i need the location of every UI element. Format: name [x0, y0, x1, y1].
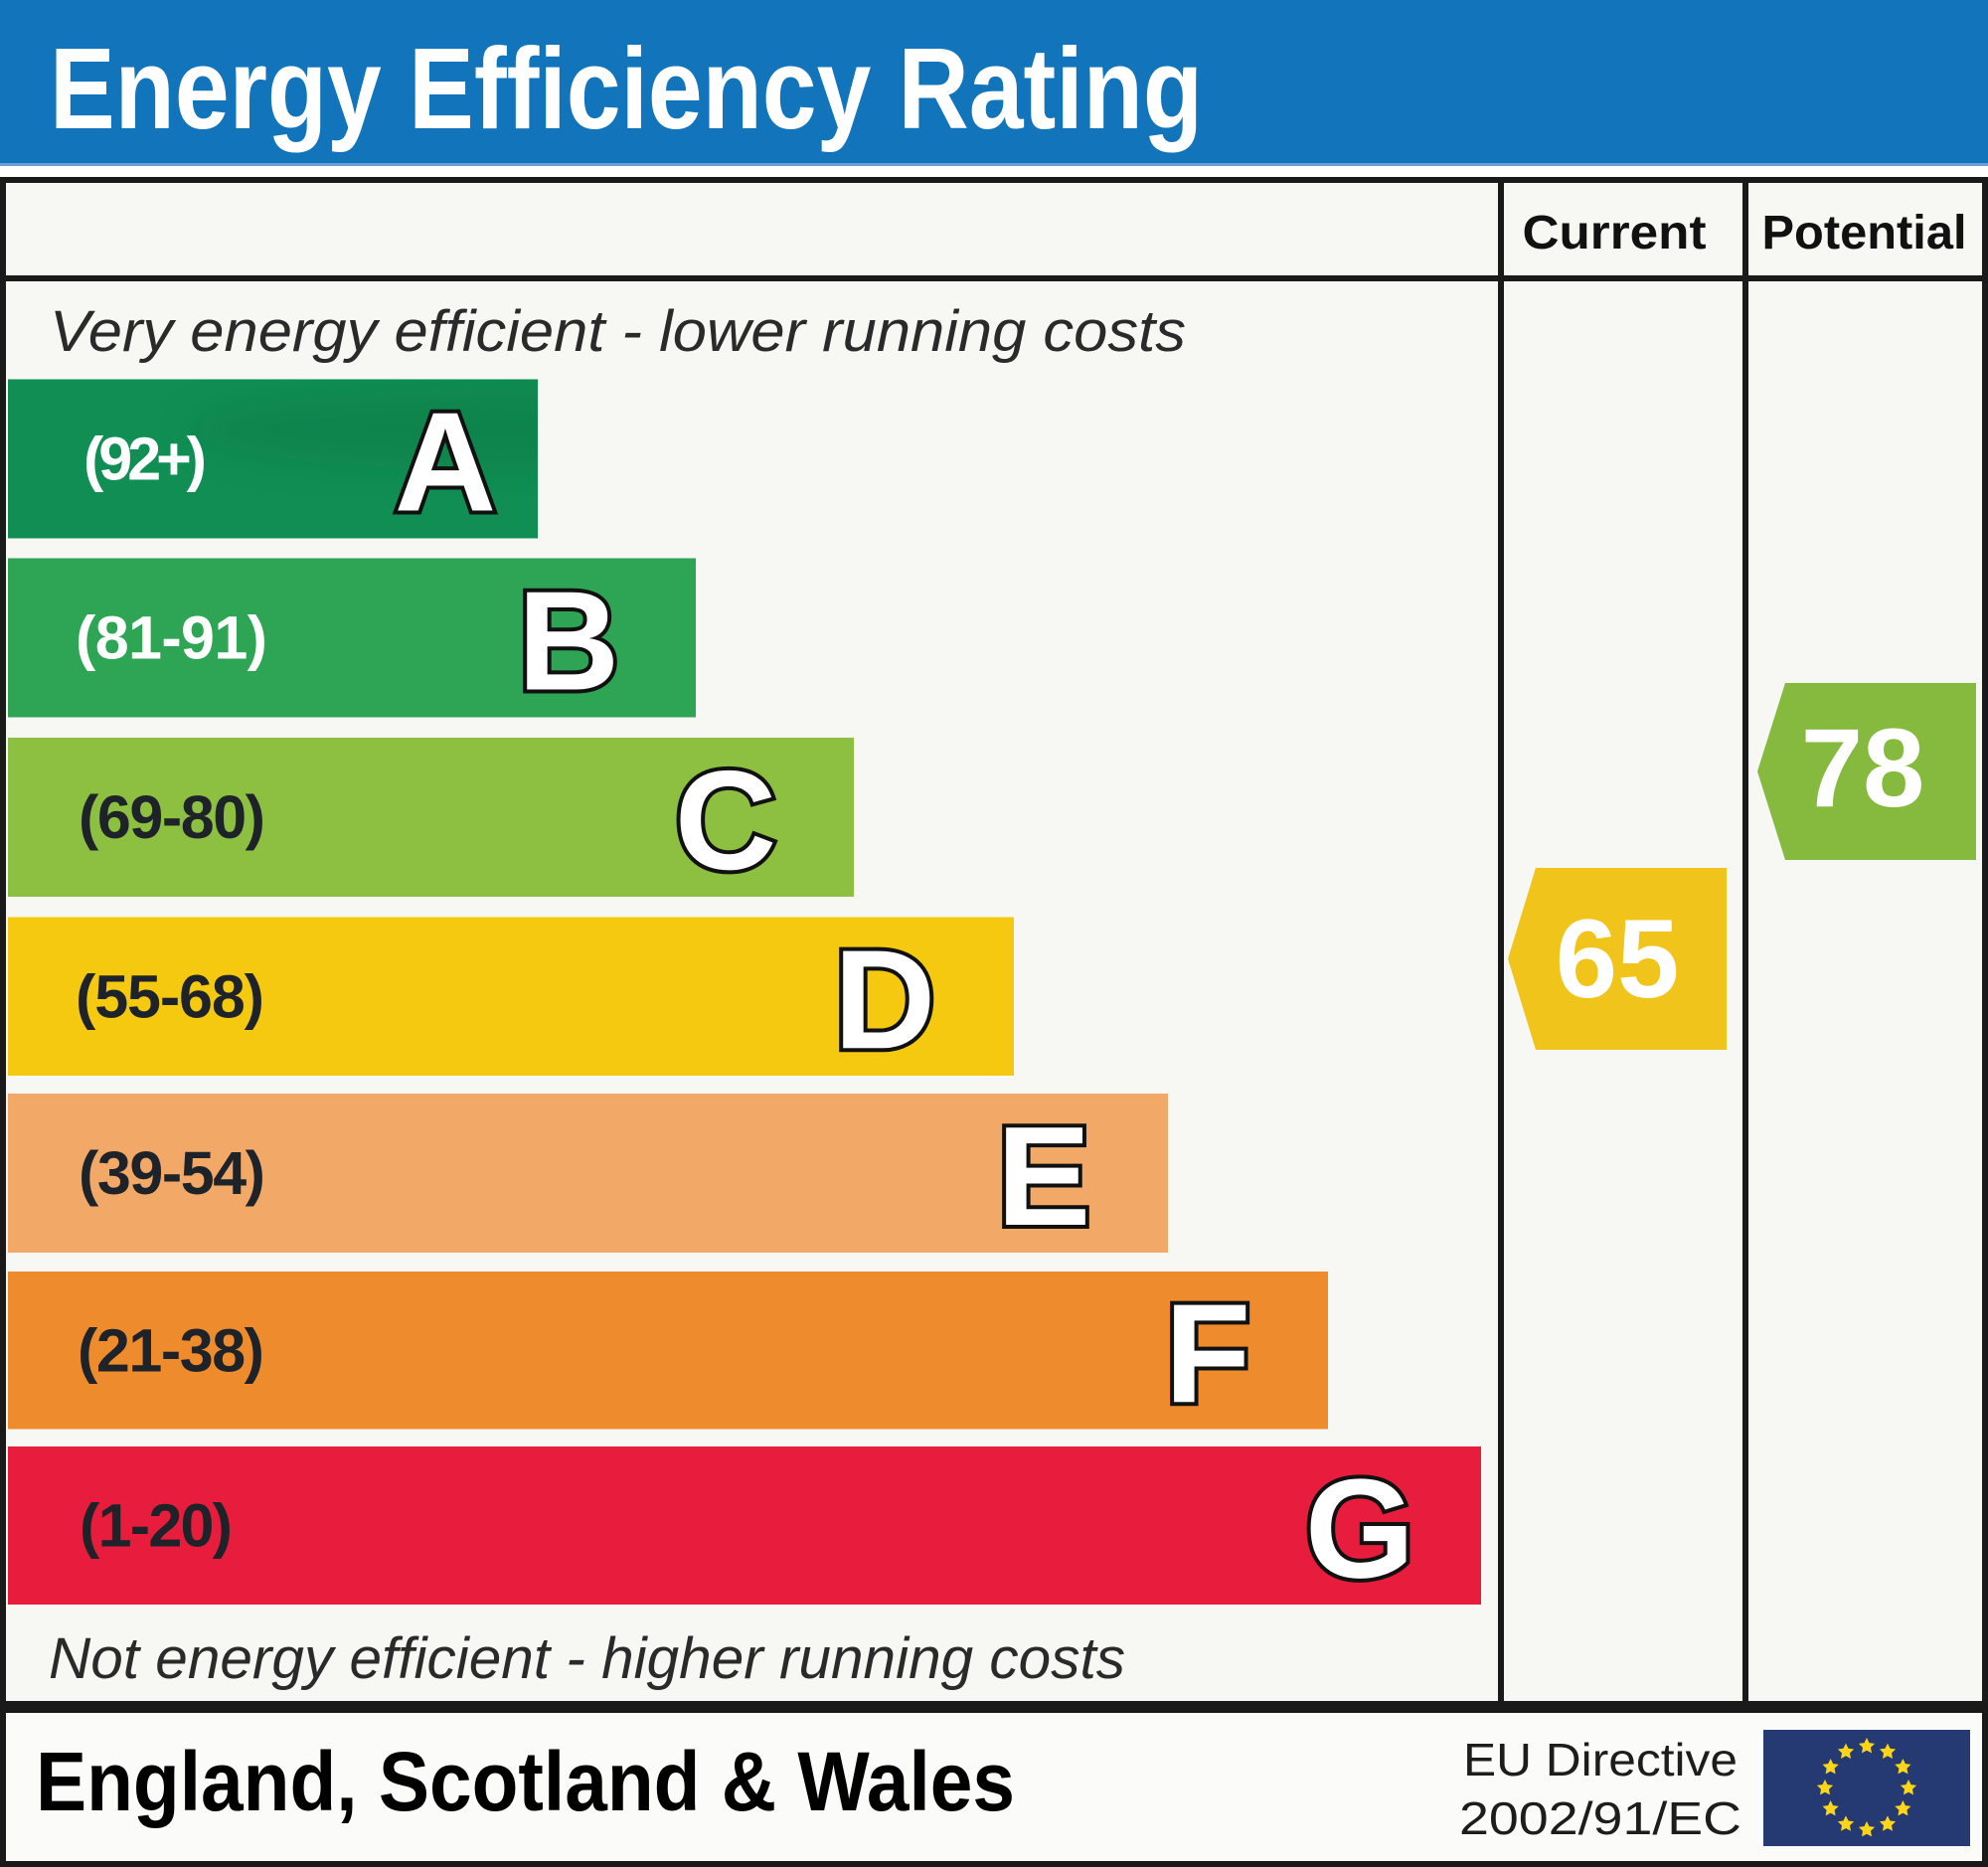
svg-text:Potential: Potential — [1762, 207, 1967, 259]
svg-text:C: C — [675, 742, 777, 900]
svg-text:(39-54): (39-54) — [79, 1139, 265, 1207]
svg-text:(1-20): (1-20) — [80, 1492, 233, 1560]
svg-text:Current: Current — [1523, 207, 1707, 259]
svg-text:(55-68): (55-68) — [76, 962, 264, 1030]
svg-text:65: 65 — [1556, 897, 1680, 1021]
svg-text:78: 78 — [1801, 706, 1925, 830]
svg-text:A: A — [395, 384, 497, 542]
svg-text:(69-80): (69-80) — [79, 783, 265, 851]
svg-text:Not energy efficient - higher: Not energy efficient - higher running co… — [49, 1626, 1125, 1691]
svg-text:Very energy efficient - lower: Very energy efficient - lower running co… — [50, 299, 1186, 364]
svg-text:2002/91/EC: 2002/91/EC — [1459, 1792, 1741, 1844]
svg-text:G: G — [1305, 1450, 1414, 1609]
svg-text:Energy Efficiency Rating: Energy Efficiency Rating — [50, 24, 1203, 153]
svg-text:EU Directive: EU Directive — [1463, 1734, 1738, 1785]
svg-text:England, Scotland & Wales: England, Scotland & Wales — [36, 1735, 1015, 1828]
svg-text:F: F — [1165, 1274, 1251, 1433]
svg-text:D: D — [834, 921, 936, 1079]
svg-text:(92+): (92+) — [83, 425, 207, 493]
svg-text:E: E — [997, 1098, 1091, 1256]
svg-text:(21-38): (21-38) — [78, 1316, 264, 1384]
svg-text:(81-91): (81-91) — [76, 604, 267, 672]
svg-text:B: B — [518, 563, 620, 721]
